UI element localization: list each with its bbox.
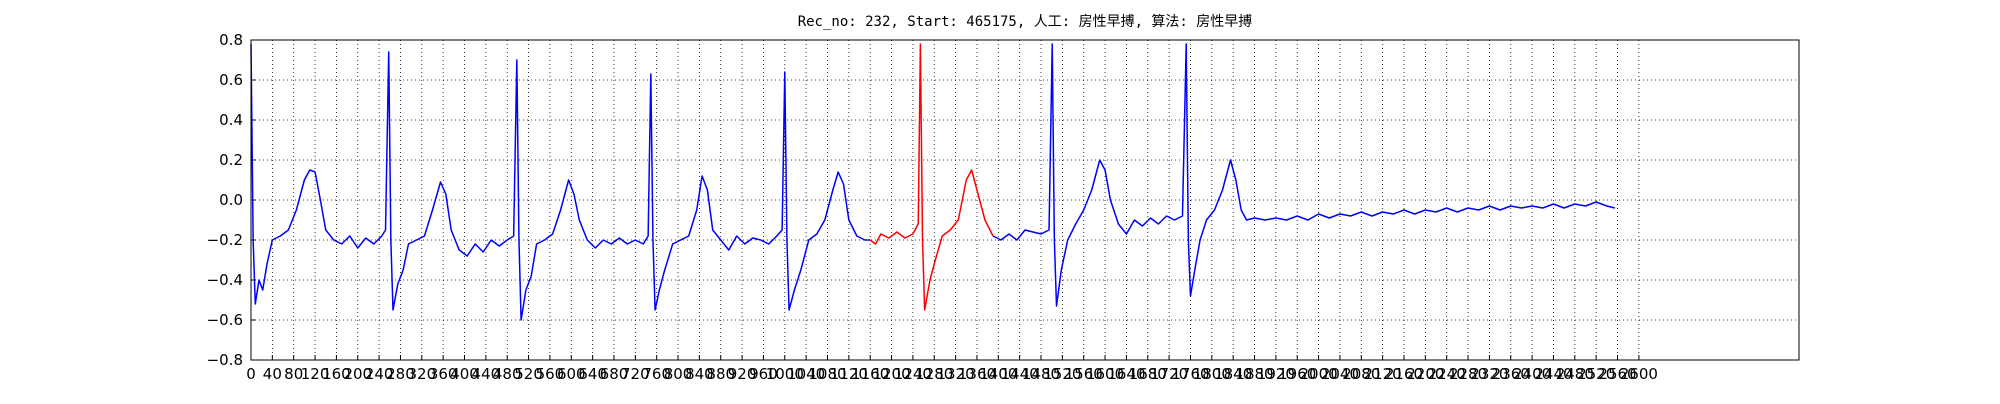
x-tick-label: 1880 bbox=[1235, 365, 1273, 383]
x-tick-label: 920 bbox=[728, 365, 757, 383]
x-tick-label: 2040 bbox=[1321, 365, 1359, 383]
x-tick-label: 2560 bbox=[1598, 365, 1636, 383]
y-tick-label: −0.2 bbox=[207, 231, 243, 249]
x-tick-label: 1960 bbox=[1278, 365, 1316, 383]
x-tick-label: 440 bbox=[472, 365, 501, 383]
grid bbox=[250, 39, 1799, 361]
x-tick-label: 2520 bbox=[1577, 365, 1615, 383]
x-tick-label: 2280 bbox=[1449, 365, 1487, 383]
y-tick-label: 0.2 bbox=[219, 151, 243, 169]
y-tick-label: 0.6 bbox=[219, 71, 243, 89]
x-tick-label: 760 bbox=[642, 365, 671, 383]
x-tick-label: 1640 bbox=[1107, 365, 1145, 383]
y-tick-label: 0.4 bbox=[219, 111, 243, 129]
x-tick-label: 1400 bbox=[979, 365, 1017, 383]
x-tick-label: 80 bbox=[284, 365, 303, 383]
x-tick-label: 1440 bbox=[1001, 365, 1039, 383]
y-tick-label: −0.6 bbox=[207, 311, 243, 329]
x-tick-label: 2320 bbox=[1470, 365, 1508, 383]
y-tick-label: −0.4 bbox=[207, 271, 243, 289]
x-tick-label: 2480 bbox=[1556, 365, 1594, 383]
series-line bbox=[250, 43, 1616, 321]
x-tick-label: 1560 bbox=[1065, 365, 1103, 383]
x-tick-label: 400 bbox=[450, 365, 479, 383]
x-tick-label: 520 bbox=[514, 365, 543, 383]
x-tick-label: 2360 bbox=[1492, 365, 1530, 383]
y-tick-label: 0.8 bbox=[219, 31, 243, 49]
x-tick-label: 280 bbox=[386, 365, 415, 383]
x-tick-label: 640 bbox=[578, 365, 607, 383]
x-tick-label: 1200 bbox=[872, 365, 910, 383]
x-tick-label: 1240 bbox=[894, 365, 932, 383]
ticks: −0.8−0.6−0.4−0.20.00.20.40.60.80 40 801201… bbox=[207, 31, 1658, 383]
x-tick-label: 1000 bbox=[766, 365, 804, 383]
x-tick-label: 360 bbox=[429, 365, 458, 383]
x-tick-label: 320 bbox=[407, 365, 436, 383]
x-tick-label: 2200 bbox=[1406, 365, 1444, 383]
y-tick-label: −0.8 bbox=[207, 351, 243, 369]
x-tick-label: 40 bbox=[263, 365, 282, 383]
x-tick-label: 2120 bbox=[1364, 365, 1402, 383]
x-tick-label: 0 bbox=[246, 365, 256, 383]
x-tick-label: 1040 bbox=[787, 365, 825, 383]
series-line bbox=[869, 43, 994, 311]
x-tick-label: 1800 bbox=[1193, 365, 1231, 383]
x-tick-label: 1920 bbox=[1257, 365, 1295, 383]
x-tick-label: 960 bbox=[749, 365, 778, 383]
x-tick-label: 560 bbox=[536, 365, 565, 383]
x-tick-label: 2400 bbox=[1513, 365, 1551, 383]
plot-lines bbox=[250, 43, 1616, 321]
x-tick-label: 1760 bbox=[1171, 365, 1209, 383]
x-tick-label: 1840 bbox=[1214, 365, 1252, 383]
x-tick-label: 2440 bbox=[1534, 365, 1572, 383]
x-tick-label: 2600 bbox=[1620, 365, 1658, 383]
x-tick-label: 1120 bbox=[830, 365, 868, 383]
x-tick-label: 1480 bbox=[1022, 365, 1060, 383]
x-tick-label: 840 bbox=[685, 365, 714, 383]
x-tick-label: 1080 bbox=[808, 365, 846, 383]
x-tick-label: 2080 bbox=[1342, 365, 1380, 383]
x-tick-label: 480 bbox=[493, 365, 522, 383]
x-tick-label: 1520 bbox=[1043, 365, 1081, 383]
chart-title: Rec_no: 232, Start: 465175, 人工: 房性早搏, 算法… bbox=[798, 13, 1253, 30]
x-tick-label: 1360 bbox=[958, 365, 996, 383]
x-tick-label: 1160 bbox=[851, 365, 889, 383]
x-tick-label: 880 bbox=[706, 365, 735, 383]
x-tick-label: 120 bbox=[301, 365, 330, 383]
x-tick-label: 800 bbox=[664, 365, 693, 383]
x-tick-label: 1720 bbox=[1150, 365, 1188, 383]
x-tick-label: 720 bbox=[621, 365, 650, 383]
x-tick-label: 240 bbox=[365, 365, 394, 383]
x-tick-label: 200 bbox=[343, 365, 372, 383]
x-tick-label: 1320 bbox=[937, 365, 975, 383]
x-tick-label: 1680 bbox=[1129, 365, 1167, 383]
x-tick-label: 680 bbox=[600, 365, 629, 383]
x-tick-label: 160 bbox=[322, 365, 351, 383]
x-tick-label: 2240 bbox=[1428, 365, 1466, 383]
x-tick-label: 2000 bbox=[1299, 365, 1337, 383]
x-tick-label: 1600 bbox=[1086, 365, 1124, 383]
y-tick-label: 0.0 bbox=[219, 191, 243, 209]
x-tick-label: 1280 bbox=[915, 365, 953, 383]
x-tick-label: 600 bbox=[557, 365, 586, 383]
x-tick-label: 2160 bbox=[1385, 365, 1423, 383]
